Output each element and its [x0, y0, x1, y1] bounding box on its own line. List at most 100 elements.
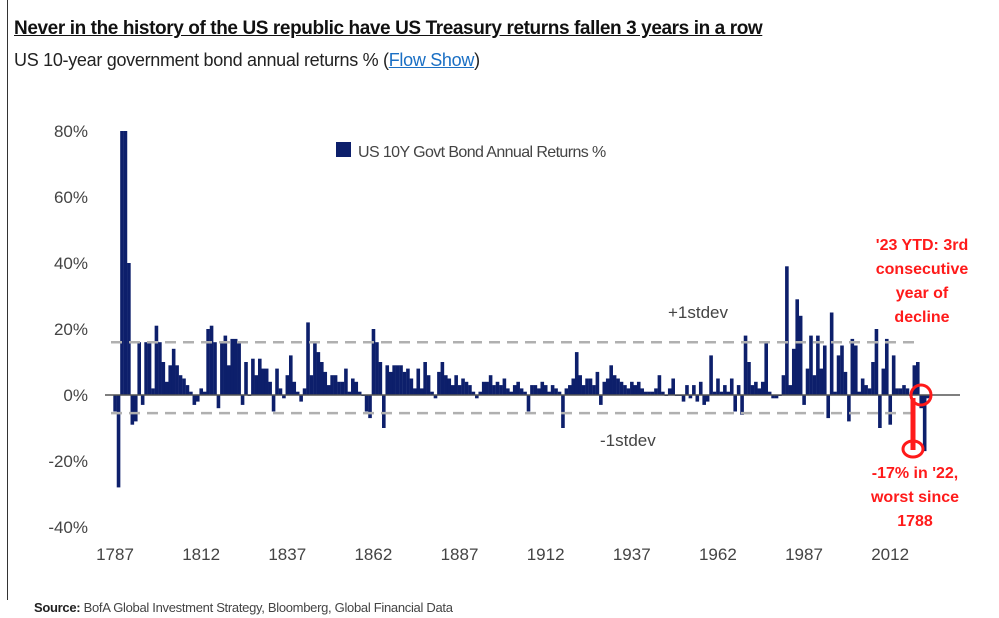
bar-1964	[723, 385, 727, 395]
bar-1792	[130, 395, 135, 425]
y-tick-label: 80%	[54, 122, 88, 141]
x-tick-label: 1937	[613, 545, 651, 564]
bar-1802	[164, 381, 169, 395]
bar-1837	[285, 375, 290, 395]
bar-1863	[375, 342, 379, 395]
bar-1794	[137, 342, 142, 395]
bar-1940	[640, 388, 644, 395]
x-tick-label: 1812	[182, 545, 220, 564]
ytd-annotation-line: consecutive	[876, 261, 969, 278]
x-tick-label: 1962	[699, 545, 737, 564]
bar-1871	[402, 371, 407, 395]
bar-2007	[871, 362, 875, 395]
bar-1834	[275, 368, 279, 395]
x-tick-label: 1887	[441, 545, 479, 564]
bar-1912	[543, 385, 548, 395]
bar-2023	[926, 395, 930, 399]
bar-1877	[423, 362, 427, 395]
bar-1799	[154, 325, 159, 395]
flow-show-link[interactable]: Flow Show	[388, 50, 475, 70]
minus-stdev-label: -1stdev	[600, 431, 656, 450]
bar-2008	[874, 329, 879, 395]
bar-1960	[709, 355, 713, 395]
bar-1926	[592, 385, 596, 395]
bar-1867	[388, 371, 393, 395]
bar-1853	[340, 381, 345, 395]
bar-1823	[237, 342, 241, 395]
bar-2014	[895, 388, 899, 395]
bar-1934	[619, 381, 624, 395]
bar-1909	[533, 385, 538, 395]
bar-2012	[888, 395, 893, 425]
bar-1891	[471, 391, 476, 395]
ytd-annotation-line: year of	[896, 285, 949, 302]
bar-1821	[230, 338, 235, 395]
x-tick-label: 1912	[527, 545, 565, 564]
bar-chart: 80% 60% 40% 20% 0% -20% -40% 1787 1812 1837 1862 1…	[48, 122, 969, 564]
bar-1928	[599, 395, 603, 405]
bar-1998	[840, 345, 844, 395]
bar-1861	[368, 395, 372, 419]
bar-1881	[437, 371, 441, 395]
bar-2019	[912, 365, 917, 395]
y-tick-label: 0%	[63, 386, 88, 405]
bar-1976	[764, 342, 769, 395]
x-tick-label: 1987	[785, 545, 823, 564]
bar-1897	[492, 385, 496, 395]
bar-1886	[454, 375, 458, 395]
bar-1807	[182, 378, 186, 395]
bar-1967	[733, 395, 737, 412]
bar-1831	[264, 368, 269, 395]
bar-1893	[478, 391, 483, 395]
bar-1879	[430, 391, 434, 395]
bar-1849	[326, 385, 331, 395]
bar-1838	[288, 355, 293, 395]
bar-2013	[891, 355, 896, 395]
bar-1892	[475, 395, 479, 399]
chart-subtitle: US 10-year government bond annual return…	[14, 50, 480, 71]
bar-1898	[495, 381, 500, 395]
bar-1939	[636, 381, 641, 395]
plus-stdev-label: +1stdev	[668, 303, 729, 322]
bar-1818	[220, 342, 224, 395]
bar-1972	[750, 385, 755, 395]
bar-1977	[767, 391, 772, 395]
legend-swatch	[336, 142, 351, 157]
ytd-annotation-line: '23 YTD: 3rd	[876, 237, 968, 254]
bar-1882	[440, 362, 445, 395]
bar-1856	[351, 378, 355, 395]
bar-1938	[633, 385, 638, 395]
bar-1970	[743, 335, 748, 395]
bar-1858	[357, 391, 362, 395]
bar-1948	[667, 388, 672, 395]
bar-1829	[257, 358, 262, 395]
bar-1825	[244, 362, 248, 395]
bar-1894	[481, 381, 486, 395]
bar-1899	[499, 385, 503, 395]
bar-1994	[826, 395, 831, 419]
worst-annotation-line: -17% in '22,	[872, 465, 959, 482]
bar-1816	[213, 342, 217, 395]
bar-1865	[382, 395, 386, 428]
bar-1830	[261, 368, 266, 395]
bar-1995	[829, 312, 834, 395]
bar-1992	[819, 368, 824, 395]
bar-1920	[571, 378, 576, 395]
bar-1842	[302, 388, 307, 395]
chart-headline: Never in the history of the US republic …	[14, 18, 763, 39]
subtitle-close: )	[474, 50, 480, 70]
bar-1811	[195, 395, 200, 402]
bar-1927	[595, 371, 600, 395]
bar-1857	[354, 381, 359, 395]
bar-1869	[395, 365, 400, 395]
bar-1933	[616, 378, 620, 395]
bar-1954	[688, 395, 693, 399]
bar-1895	[485, 381, 489, 395]
bar-1851	[333, 375, 338, 395]
bar-1924	[585, 378, 589, 395]
bar-1850	[330, 375, 334, 395]
worst-highlight-circle	[901, 439, 925, 459]
bar-1941	[643, 391, 648, 395]
bar-1910	[537, 388, 541, 395]
bar-1876	[419, 388, 424, 395]
